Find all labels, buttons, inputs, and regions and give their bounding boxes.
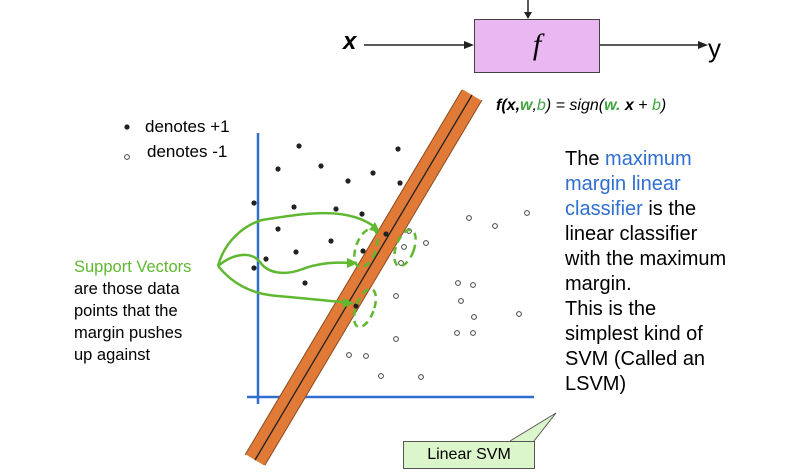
positive-point — [275, 166, 281, 172]
callout-pointer — [509, 412, 557, 442]
formula-close: ) — [660, 97, 667, 114]
positive-point — [397, 180, 403, 186]
description-line: margin. — [565, 273, 632, 295]
positive-point — [263, 256, 269, 262]
positive-point — [359, 211, 365, 217]
negative-point — [455, 280, 461, 286]
positive-point — [302, 280, 308, 286]
negative-point — [401, 244, 407, 250]
positive-point — [345, 178, 351, 184]
formula-x: x — [506, 97, 516, 114]
margin-band-edge-left — [244, 89, 463, 456]
positive-point — [296, 143, 302, 149]
positive-point — [328, 238, 334, 244]
positive-point — [353, 303, 359, 309]
negative-point — [346, 352, 352, 358]
output-arrowhead — [698, 41, 708, 49]
formula-w: w — [604, 97, 616, 114]
description-highlight: maximum — [605, 148, 692, 170]
support-vector-ring — [352, 287, 378, 329]
positive-point — [333, 206, 339, 212]
description-line: This is the — [565, 298, 657, 320]
support-vector-arrows — [216, 211, 377, 305]
description-highlight: classifier — [565, 198, 643, 220]
input-label: x — [343, 28, 357, 55]
negative-points — [346, 210, 530, 380]
negative-point — [466, 215, 472, 221]
positive-point — [318, 163, 324, 169]
top-input-arrowhead — [524, 12, 532, 19]
negative-point — [524, 210, 530, 216]
negative-point — [393, 293, 399, 299]
support-vector-ring — [393, 228, 417, 268]
negative-point — [418, 374, 424, 380]
negative-point — [458, 298, 464, 304]
positive-point — [251, 265, 257, 271]
negative-point — [393, 336, 399, 342]
positive-point — [360, 248, 366, 254]
formula-w: w — [520, 97, 533, 114]
formula-b: b — [536, 97, 546, 114]
function-label: f — [532, 28, 542, 61]
formula-x: x — [624, 97, 634, 114]
formula-b: b — [651, 97, 661, 114]
negative-point — [423, 240, 429, 246]
legend-negative-marker — [124, 154, 130, 160]
formula-dot: . — [615, 97, 625, 114]
description-line: classifier is the — [565, 197, 726, 222]
negative-point — [470, 330, 476, 336]
support-vectors-title: Support Vectors — [74, 258, 192, 276]
formula-comma: , — [515, 97, 521, 114]
description-text: The — [565, 148, 606, 170]
formula-sign: ) = sign( — [545, 97, 605, 114]
description-line: SVM (Called an — [565, 348, 706, 370]
decision-boundary — [254, 94, 473, 461]
negative-point — [516, 311, 522, 317]
negative-point — [363, 353, 369, 359]
function-block: f — [474, 19, 600, 73]
positive-point — [383, 231, 389, 237]
description-highlight: margin linear — [565, 173, 681, 195]
positive-point — [291, 204, 297, 210]
support-vector-arrowheads — [343, 222, 380, 308]
formula-plus: + — [633, 97, 652, 114]
description-line: linear classifier — [565, 223, 698, 245]
negative-point — [470, 282, 476, 288]
positive-point — [293, 249, 299, 255]
legend-positive-label: denotes +1 — [145, 117, 230, 136]
description-line: LSVM) — [565, 373, 627, 395]
margin-band-edge-right — [264, 99, 483, 466]
output-label: y — [708, 33, 721, 63]
negative-point — [454, 330, 460, 336]
description-line: The maximum — [565, 147, 726, 172]
input-arrowhead — [464, 41, 474, 49]
description-line: simplest kind of — [565, 323, 703, 345]
support-vectors-note: Support Vectors are those data points th… — [74, 256, 191, 366]
positive-point — [275, 226, 281, 232]
support-vectors-line: are those data — [74, 280, 180, 298]
support-vectors-line: margin pushes — [74, 324, 183, 342]
linear-svm-callout: Linear SVM — [403, 441, 535, 469]
description-text: is the — [642, 198, 697, 220]
formula-comma: , — [532, 97, 537, 114]
svm-description: The maximum margin linear classifier is … — [565, 147, 726, 397]
positive-point — [251, 200, 257, 206]
support-vectors-line: up against — [74, 346, 151, 364]
description-line: with the maximum — [565, 248, 727, 270]
positive-point — [395, 146, 401, 152]
negative-point — [378, 373, 384, 379]
negative-point — [398, 260, 404, 266]
support-vectors-line: points that the — [74, 302, 178, 320]
legend-negative-label: denotes -1 — [147, 142, 228, 161]
negative-point — [492, 223, 498, 229]
negative-point — [471, 314, 477, 320]
legend-positive-marker — [124, 124, 130, 130]
formula-f: f( — [496, 97, 507, 114]
positive-points — [251, 143, 403, 309]
classifier-formula: f(x,w,b) = sign(w. x + b) — [496, 97, 666, 115]
positive-point — [370, 170, 376, 176]
